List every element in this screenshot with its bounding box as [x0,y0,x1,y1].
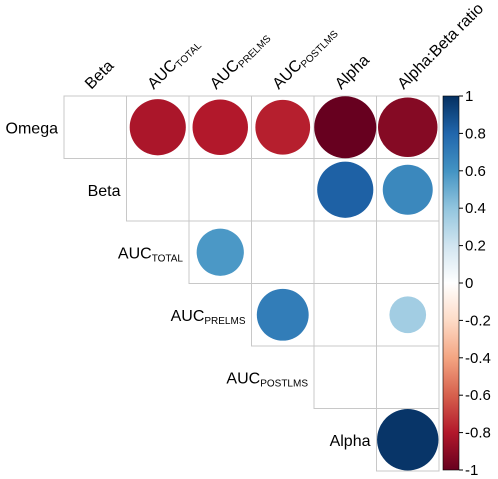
column-label-1: Beta [82,57,117,92]
matrix-grid [63,95,440,472]
row-label-5: AUCPOSTLMS [226,370,308,389]
row-label-4: AUCPRELMS [171,308,246,327]
colorbar-tick-label: 0.4 [465,200,486,217]
matrix-cell [376,345,440,409]
correlation-circle [389,296,427,334]
matrix-cell [376,408,440,472]
matrix-cell [313,345,377,409]
column-label-5: Alpha [332,52,373,93]
colorbar-tick-label: 0 [465,275,473,292]
colorbar-tick-label: -0.4 [465,350,491,367]
matrix-cell [251,220,315,284]
column-label-2: AUCTOTAL [145,34,205,94]
row-labels: Omega Beta AUCTOTAL AUCPRELMS AUCPOSTLMS Alph… [6,120,371,450]
matrix-cell [313,283,377,347]
correlation-circle [378,97,438,157]
colorbar-tick-label: -0.2 [465,312,491,329]
matrix-cell [251,158,315,222]
color-legend: 1 0.8 0.6 0.4 0.2 0 -0.2 -0.4 -0.6 -0.8 -1 [442,88,491,479]
colorbar-tick-label: 1 [465,88,473,105]
row-label-3: AUCTOTAL [118,245,184,264]
column-label-3: AUCPRELMS [207,28,274,95]
colorbar-tick-label: 0.8 [465,125,486,142]
correlation-circle [256,288,309,341]
matrix-cell [376,220,440,284]
correlation-circle [377,409,439,471]
colorbar-tick-label: -1 [465,462,478,479]
correlation-circle [192,99,248,155]
matrix-cell [188,158,252,222]
correlation-circle [382,164,433,215]
colorbar-tick-label: -0.8 [465,425,491,442]
colorbar-tick-label: -0.6 [465,387,491,404]
correlation-circle [129,99,186,156]
row-label-6: Alpha [330,433,371,450]
correlation-circle [317,161,374,218]
correlation-circle [314,96,377,159]
correlation-circles [129,96,439,471]
row-label-1: Omega [6,120,59,137]
matrix-cell [313,220,377,284]
correlation-circle [196,228,244,276]
column-label-6: Alpha:Beta ratio [395,0,488,93]
colorbar-tick-label: 0.6 [465,163,486,180]
column-label-4: AUCPOSTLMS [270,23,341,94]
matrix-cell [126,158,190,222]
correlation-circle [255,99,311,155]
row-label-2: Beta [88,183,121,200]
matrix-cell [63,95,127,159]
colorbar-tick-label: 0.2 [465,238,486,255]
colorbar-gradient [442,95,460,471]
